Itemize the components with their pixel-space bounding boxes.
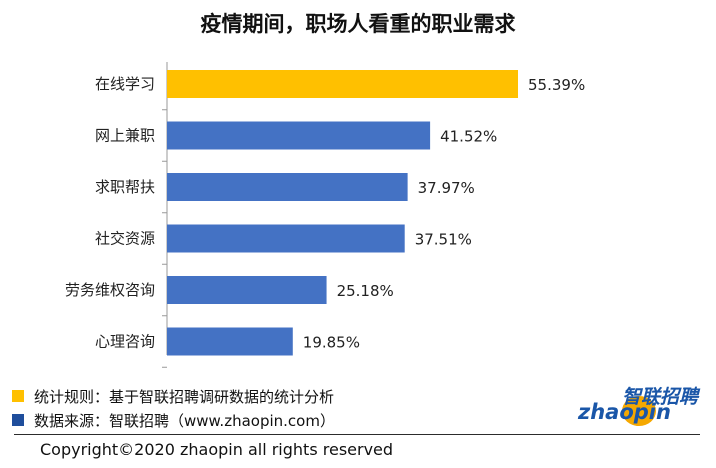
bar-chart: 在线学习 55.39% 网上兼职 41.52% 求职帮扶 37.97% 社交资源 37.51%… <box>65 62 585 368</box>
zhaopin-logo: 智联招聘 zhaopin <box>574 382 704 426</box>
category-label: 心理咨询 <box>95 333 155 351</box>
value-label: 37.97% <box>418 179 475 197</box>
blue-square-icon <box>12 414 24 426</box>
note-rule: 统计规则：基于智联招聘调研数据的统计分析 <box>12 384 335 408</box>
note-source: 数据来源：智联招聘（www.zhaopin.com） <box>12 408 335 432</box>
chart-title: 疫情期间，职场人看重的职业需求 <box>200 12 516 36</box>
category-label: 网上兼职 <box>95 127 155 145</box>
notes: 统计规则：基于智联招聘调研数据的统计分析 数据来源：智联招聘（www.zhaop… <box>12 384 335 432</box>
note-source-text: 数据来源：智联招聘（www.zhaopin.com） <box>34 411 335 430</box>
logo-han-text: 智联招聘 <box>621 386 698 408</box>
value-label: 55.39% <box>528 76 585 94</box>
bar <box>167 276 327 304</box>
logo-en-text: zhaopin <box>578 400 671 424</box>
value-label: 25.18% <box>337 282 394 300</box>
footer-divider <box>14 434 700 435</box>
bar <box>167 224 405 253</box>
value-label: 37.51% <box>415 231 472 249</box>
category-label: 在线学习 <box>95 75 155 93</box>
category-label: 劳务维权咨询 <box>65 281 155 299</box>
yellow-square-icon <box>12 390 24 402</box>
bar <box>167 327 293 356</box>
bar <box>167 173 408 201</box>
copyright-text: Copyright©2020 zhaopin all rights reserv… <box>40 440 394 459</box>
category-label: 求职帮扶 <box>95 178 155 196</box>
value-label: 41.52% <box>440 128 497 146</box>
bar <box>167 121 431 150</box>
category-label: 社交资源 <box>95 230 155 248</box>
note-rule-text: 统计规则：基于智联招聘调研数据的统计分析 <box>34 387 335 406</box>
value-label: 19.85% <box>303 334 360 352</box>
bar <box>167 70 518 98</box>
